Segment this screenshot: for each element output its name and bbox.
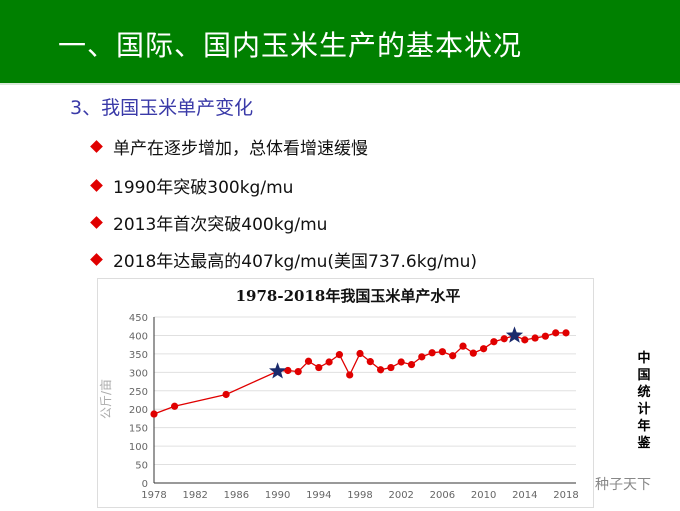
data-point bbox=[377, 366, 385, 374]
data-point bbox=[531, 334, 539, 342]
data-point bbox=[459, 342, 467, 350]
y-tick-label: 350 bbox=[129, 350, 148, 361]
data-point bbox=[438, 348, 446, 356]
data-point bbox=[562, 329, 570, 337]
x-tick-label: 1986 bbox=[224, 490, 249, 501]
bullet-text: 1990年突破300kg/mu bbox=[113, 178, 294, 198]
data-point bbox=[346, 371, 354, 379]
data-point bbox=[387, 363, 395, 372]
data-point bbox=[490, 338, 498, 346]
diamond-bullet-icon bbox=[90, 216, 103, 229]
y-tick-label: 0 bbox=[142, 479, 148, 490]
data-point bbox=[150, 410, 158, 418]
data-point bbox=[397, 358, 405, 366]
data-point bbox=[366, 358, 374, 366]
series-line bbox=[153, 332, 566, 415]
data-point bbox=[315, 363, 323, 372]
data-point bbox=[284, 366, 292, 375]
data-point bbox=[480, 345, 488, 353]
slide-title: 一、国际、国内玉米生产的基本状况 bbox=[58, 29, 523, 62]
x-tick-label: 1998 bbox=[347, 490, 372, 501]
bullet-item: 2018年达最高的407kg/mu(美国737.6kg/mu) bbox=[88, 247, 477, 272]
x-tick-label: 2014 bbox=[512, 490, 537, 501]
star-marker-icon bbox=[505, 326, 524, 343]
y-tick-label: 200 bbox=[129, 405, 148, 416]
bullet-item: 单产在逐步增加，总体看增速缓慢 bbox=[88, 134, 368, 159]
y-tick-label: 100 bbox=[129, 442, 148, 453]
data-point bbox=[304, 357, 313, 365]
y-tick-label: 150 bbox=[129, 424, 148, 435]
data-point bbox=[171, 402, 179, 410]
x-tick-label: 2010 bbox=[471, 490, 496, 501]
section-subtitle: 3、我国玉米单产变化 bbox=[70, 97, 254, 119]
source-note: 中国统计年鉴 bbox=[637, 351, 651, 451]
bullet-text: 单产在逐步增加，总体看增速缓慢 bbox=[113, 139, 368, 159]
y-axis-label: 公斤/亩 bbox=[98, 379, 113, 419]
data-point bbox=[325, 358, 333, 366]
y-tick-label: 300 bbox=[129, 368, 148, 379]
y-tick-label: 250 bbox=[129, 387, 148, 398]
chart-svg: 1978-2018年我国玉米单产水平 公斤/亩 0 50 100 150 200 250 3… bbox=[98, 287, 579, 501]
bullet-item: 2013年首次突破400kg/mu bbox=[88, 210, 327, 235]
watermark: 种子天下 bbox=[595, 477, 651, 493]
data-point bbox=[418, 353, 426, 361]
x-tick-label: 2006 bbox=[430, 490, 455, 501]
title-bar: 一、国际、国内玉米生产的基本状况 bbox=[0, 0, 680, 85]
bullet-item: 1990年突破300kg/mu bbox=[88, 173, 293, 198]
chart-title: 1978-2018年我国玉米单产水平 bbox=[236, 287, 461, 305]
diamond-bullet-icon bbox=[90, 140, 103, 153]
data-point bbox=[521, 336, 529, 344]
bullet-text: 2013年首次突破400kg/mu bbox=[113, 215, 328, 235]
data-point bbox=[428, 349, 436, 357]
x-tick-label: 1990 bbox=[265, 490, 290, 501]
x-tick-label: 2018 bbox=[553, 490, 578, 501]
data-point bbox=[294, 367, 302, 376]
data-point bbox=[449, 352, 457, 360]
data-point bbox=[541, 332, 549, 340]
data-point bbox=[407, 360, 416, 369]
x-tick-label: 1994 bbox=[306, 490, 331, 501]
star-marker-icon bbox=[269, 362, 287, 379]
data-point bbox=[552, 329, 560, 337]
data-point bbox=[500, 335, 508, 343]
x-tick-label: 1982 bbox=[182, 490, 207, 501]
y-tick-label: 50 bbox=[135, 461, 148, 472]
data-point bbox=[469, 349, 477, 357]
x-tick-label: 1978 bbox=[141, 490, 166, 501]
yield-chart: 1978-2018年我国玉米单产水平 公斤/亩 0 50 100 150 200 250 3… bbox=[97, 278, 594, 508]
bullet-text: 2018年达最高的407kg/mu(美国737.6kg/mu) bbox=[113, 252, 478, 272]
y-tick-label: 450 bbox=[129, 313, 148, 324]
data-point bbox=[356, 349, 364, 358]
data-point bbox=[222, 390, 230, 399]
data-point bbox=[335, 351, 343, 359]
diamond-bullet-icon bbox=[90, 253, 103, 266]
y-tick-label: 400 bbox=[129, 331, 148, 342]
diamond-bullet-icon bbox=[90, 179, 103, 192]
x-tick-label: 2002 bbox=[388, 490, 413, 501]
